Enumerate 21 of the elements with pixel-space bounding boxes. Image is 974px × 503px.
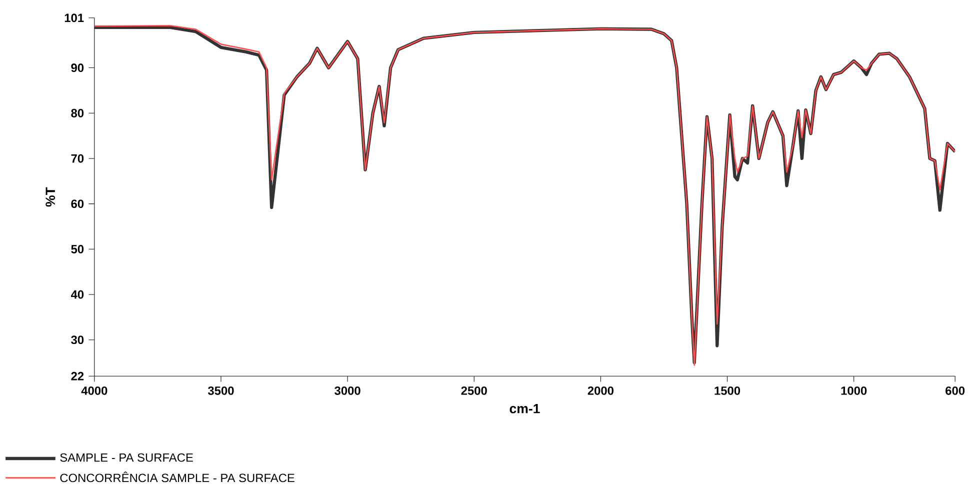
x-tick-label: 3500	[208, 386, 234, 395]
x-tick-label: 2500	[461, 386, 487, 395]
y-axis-title: %T	[46, 186, 56, 206]
legend-label: SAMPLE - PA SURFACE	[60, 453, 193, 462]
x-tick-label: 4000	[81, 386, 108, 395]
x-tick-label: 2000	[588, 386, 614, 395]
x-tick-label: 600	[946, 386, 965, 395]
y-tick-label: 30	[71, 335, 84, 344]
y-tick-label: 80	[71, 108, 84, 118]
x-tick-label: 1500	[714, 386, 740, 395]
y-tick-label: 40	[70, 290, 84, 298]
legend-label: CONCORRÊNCIA SAMPLE - PA SURFACE	[60, 471, 294, 482]
x-axis-title: cm-1	[510, 404, 540, 414]
y-tick-label: 70	[71, 154, 84, 162]
y-tick-label: 101	[64, 13, 84, 22]
x-tick-label: 3000	[334, 386, 360, 395]
y-tick-label: 90	[71, 63, 84, 72]
x-tick-label: 1000	[841, 386, 867, 395]
y-tick-label: 60	[71, 199, 84, 208]
y-tick-label: 50	[71, 244, 84, 254]
y-tick-label: 22	[71, 372, 84, 380]
